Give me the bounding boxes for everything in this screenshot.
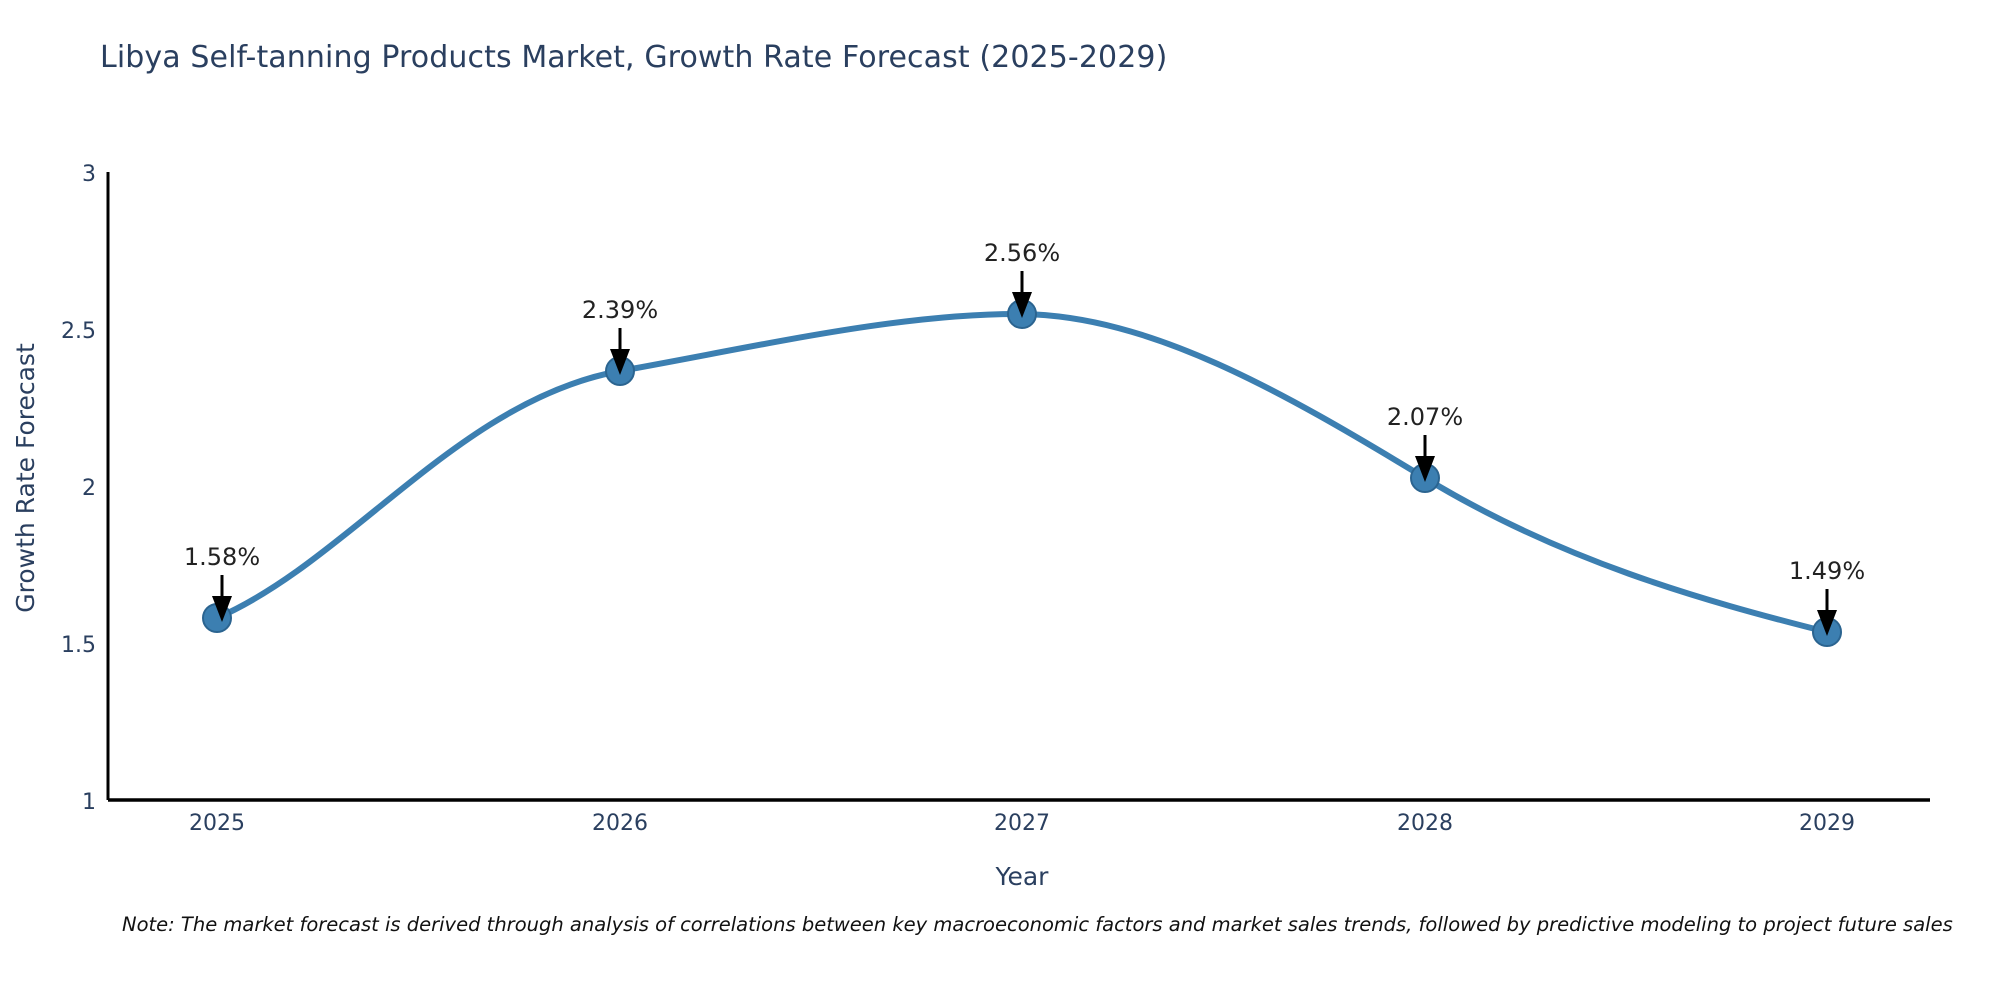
x-tick-label: 2027 [994, 811, 1050, 836]
y-tick-label: 1 [82, 790, 96, 815]
y-tick-label: 2.5 [61, 319, 96, 344]
x-tick-label: 2025 [189, 811, 245, 836]
data-point-label: 2.39% [582, 296, 658, 324]
chart-title: Libya Self-tanning Products Market, Grow… [100, 40, 1168, 75]
x-tick-label: 2028 [1397, 811, 1453, 836]
annotation-arrow-icon [1817, 589, 1837, 636]
data-point-label: 1.49% [1789, 557, 1865, 585]
data-series-line [214, 310, 1830, 635]
x-tick-label: 2026 [592, 811, 648, 836]
y-tick-label: 1.5 [61, 633, 96, 658]
annotation-arrow-icon [610, 328, 630, 375]
annotation-arrow-icon [212, 575, 232, 622]
data-point-label: 1.58% [184, 543, 260, 571]
annotation-arrow-icon [1012, 271, 1032, 318]
x-tick-label: 2029 [1799, 811, 1855, 836]
data-point-label: 2.07% [1387, 403, 1463, 431]
y-tick-label: 3 [82, 162, 96, 187]
annotation-arrow-icon [1415, 435, 1435, 482]
chart-footnote: Note: The market forecast is derived thr… [122, 913, 1953, 936]
x-axis-title: Year [995, 862, 1050, 891]
y-tick-label: 2 [82, 476, 96, 501]
y-axis-title: Growth Rate Forecast [11, 343, 40, 613]
data-point-label: 2.56% [984, 239, 1060, 267]
